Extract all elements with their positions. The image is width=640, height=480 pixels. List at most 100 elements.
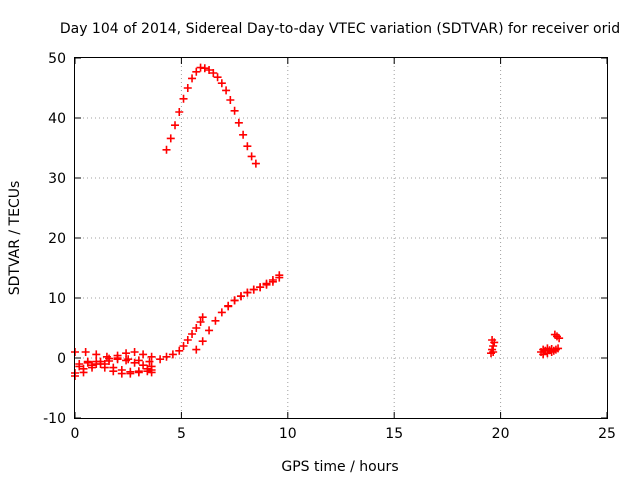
tick-layer: 0 5 10 15 20 25 -10 0 10 20 30 40 50 xyxy=(43,51,616,442)
data-point xyxy=(211,316,220,325)
data-point xyxy=(217,79,226,88)
data-point xyxy=(198,337,207,346)
data-point xyxy=(168,350,177,359)
data-point xyxy=(543,349,552,358)
series-arc-upper xyxy=(224,271,284,311)
y-tick-label: 30 xyxy=(48,171,66,187)
data-point xyxy=(75,360,84,368)
data-point xyxy=(200,64,209,73)
data-point xyxy=(147,368,156,377)
data-point xyxy=(243,142,252,151)
data-point xyxy=(183,336,192,344)
data-point xyxy=(243,288,252,297)
data-point xyxy=(192,324,201,332)
data-point xyxy=(117,369,126,378)
data-point xyxy=(262,279,271,288)
data-point xyxy=(83,357,92,366)
data-point xyxy=(92,350,101,359)
data-point xyxy=(547,348,556,356)
data-point xyxy=(162,145,171,154)
data-point xyxy=(230,106,239,115)
data-point xyxy=(247,152,256,161)
data-point xyxy=(122,349,131,358)
data-point xyxy=(224,302,233,311)
series-cluster-22.6 xyxy=(550,330,564,343)
chart-title: Day 104 of 2014, Sidereal Day-to-day VTE… xyxy=(60,21,620,37)
data-point xyxy=(166,134,175,143)
data-point xyxy=(198,313,207,322)
data-point xyxy=(275,271,284,280)
y-tick-label: 50 xyxy=(48,51,66,67)
grid-layer xyxy=(75,58,607,418)
data-point xyxy=(192,67,201,76)
data-point xyxy=(222,86,231,95)
data-point xyxy=(205,326,214,335)
data-point xyxy=(226,96,235,104)
data-point xyxy=(139,350,148,359)
series-arc-peak xyxy=(162,63,260,168)
data-point xyxy=(175,346,184,355)
data-point xyxy=(143,367,152,376)
data-point xyxy=(156,355,165,364)
x-tick-label: 20 xyxy=(492,426,510,442)
plot-frame xyxy=(74,57,608,419)
data-point xyxy=(488,336,497,344)
series-arc-wave-d xyxy=(75,357,156,378)
data-point xyxy=(230,296,239,305)
data-point xyxy=(183,84,192,92)
data-point xyxy=(88,363,97,372)
data-point xyxy=(126,369,135,378)
data-point xyxy=(196,318,205,326)
x-tick-label: 5 xyxy=(177,426,186,442)
y-tick-label: 20 xyxy=(48,231,66,247)
data-point xyxy=(130,348,139,356)
data-point xyxy=(122,356,131,365)
data-point xyxy=(134,368,143,377)
data-point xyxy=(171,121,180,130)
y-tick-label: 0 xyxy=(57,351,66,367)
y-tick-label: -10 xyxy=(43,411,66,427)
data-point xyxy=(179,342,188,350)
data-point xyxy=(192,345,201,354)
data-point xyxy=(134,356,143,365)
data-point xyxy=(147,352,156,361)
data-point xyxy=(205,66,214,74)
y-tick-label: 10 xyxy=(48,291,66,307)
data-point xyxy=(113,355,122,364)
data-point xyxy=(130,358,139,367)
data-point xyxy=(92,360,101,368)
data-point xyxy=(554,344,563,353)
y-tick-label: 40 xyxy=(48,111,66,127)
data-point xyxy=(239,130,248,139)
series-cluster-22 xyxy=(537,344,563,359)
data-point xyxy=(217,308,226,317)
data-point xyxy=(249,285,258,294)
data-point xyxy=(105,357,114,365)
data-point xyxy=(162,352,171,361)
data-point xyxy=(179,94,188,103)
data-point xyxy=(100,363,109,372)
data-point xyxy=(555,334,564,343)
data-point xyxy=(109,367,118,376)
data-point xyxy=(251,159,260,168)
data-point xyxy=(234,118,243,127)
x-tick-label: 15 xyxy=(385,426,403,442)
y-axis-label: SDTVAR / TECUs xyxy=(7,181,23,296)
data-point xyxy=(256,283,265,292)
data-point xyxy=(188,74,197,83)
points-layer xyxy=(71,63,564,380)
series-cluster-19.7 xyxy=(487,336,499,358)
series-arc-late xyxy=(192,273,284,354)
data-point xyxy=(188,330,197,338)
data-point xyxy=(236,292,245,301)
data-point xyxy=(489,348,498,356)
data-point xyxy=(81,348,90,356)
data-point xyxy=(213,73,222,82)
data-point xyxy=(539,350,548,359)
data-point xyxy=(139,361,148,370)
data-point xyxy=(268,276,277,284)
x-axis-label: GPS time / hours xyxy=(281,459,398,475)
x-tick-label: 0 xyxy=(71,426,80,442)
data-point xyxy=(145,357,154,366)
